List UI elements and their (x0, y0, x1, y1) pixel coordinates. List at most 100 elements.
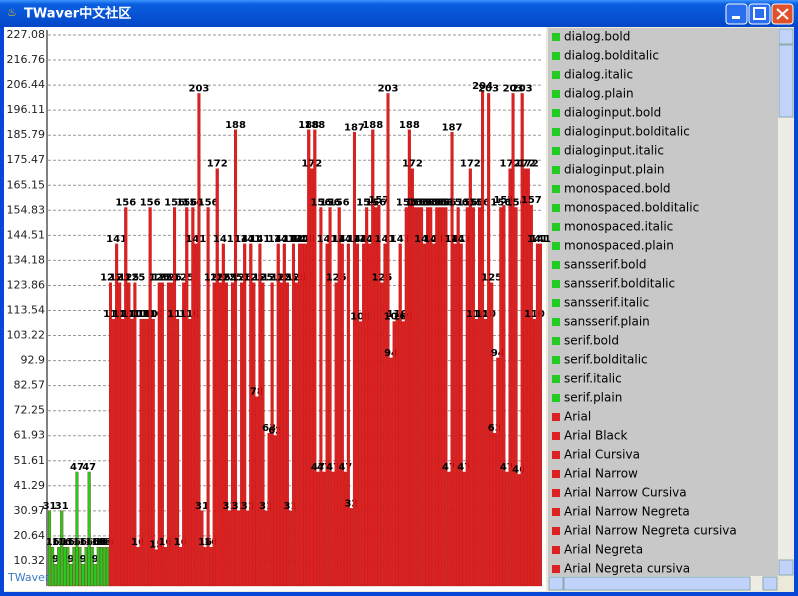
bar (346, 243, 350, 587)
list-swatch (552, 52, 560, 60)
value-label: 188 (399, 120, 420, 131)
bar (511, 93, 515, 587)
value-label: 156 (469, 197, 490, 208)
scroll-h-thumb[interactable] (563, 576, 751, 591)
list-swatch (552, 413, 560, 421)
value-label: 125 (286, 273, 307, 284)
list-item: serif.plain (564, 391, 622, 405)
value-label: 16 (79, 537, 93, 548)
bar (304, 243, 308, 587)
bar (410, 168, 414, 587)
value-label: 125 (152, 273, 173, 284)
bar (423, 243, 427, 587)
list-swatch (552, 261, 560, 269)
bar (63, 547, 67, 587)
value-label: 110 (131, 309, 152, 320)
value-label: 156 (356, 197, 377, 208)
bar (173, 207, 177, 587)
bar (371, 129, 375, 587)
bar (139, 318, 143, 587)
bar (295, 282, 299, 587)
value-label: 125 (216, 273, 237, 284)
list-swatch (552, 185, 560, 193)
bar (319, 207, 323, 587)
scroll-down[interactable] (778, 559, 794, 576)
bar (215, 168, 219, 587)
value-label: 156 (115, 197, 136, 208)
bar (432, 243, 436, 587)
title-bar (0, 0, 798, 27)
list-item: dialoginput.bolditalic (564, 125, 690, 139)
list-swatch (552, 546, 560, 554)
bar (209, 547, 213, 587)
scroll-right[interactable] (762, 576, 778, 591)
value-label: 172 (207, 159, 228, 170)
minimize-button[interactable] (725, 3, 748, 25)
value-label: 94 (384, 348, 398, 359)
bar (310, 168, 314, 587)
bar (523, 168, 527, 587)
bar (166, 282, 170, 587)
bar (374, 207, 378, 587)
y-tick-label: 82.57 (14, 379, 46, 392)
value-label: 156 (182, 197, 203, 208)
value-label: 156 (490, 197, 511, 208)
scroll-thumb[interactable] (778, 44, 794, 118)
bar (206, 207, 210, 587)
list-swatch (552, 223, 560, 231)
value-label: 125 (481, 273, 502, 284)
y-tick-label: 196.11 (7, 103, 46, 116)
value-label: 110 (466, 309, 487, 320)
bar (529, 204, 533, 587)
bar (493, 432, 497, 587)
value-label: 110 (134, 309, 155, 320)
value-label: 141 (451, 234, 472, 245)
list-item: Arial Narrow Cursiva (564, 486, 687, 500)
bar (502, 204, 506, 587)
bar (337, 207, 341, 587)
list-item: Arial Black (564, 429, 627, 443)
value-label: 47 (311, 462, 325, 473)
list-item: Arial Narrow Negreta (564, 505, 690, 519)
y-tick-label: 206.44 (7, 78, 46, 91)
vertical-scrollbar[interactable] (778, 28, 794, 576)
bar (78, 547, 82, 587)
list-item: dialoginput.plain (564, 163, 665, 177)
bar (298, 243, 302, 587)
scroll-up[interactable] (778, 28, 794, 45)
bar (273, 435, 277, 587)
value-label: 187 (344, 122, 365, 133)
bar (154, 549, 158, 587)
list-item: sansserif.bold (564, 258, 646, 272)
bar (288, 510, 292, 587)
value-label: 156 (420, 197, 441, 208)
bar (267, 432, 271, 587)
close-icon (776, 8, 789, 20)
bar (142, 318, 146, 587)
value-label: 16 (91, 537, 105, 548)
value-label: 110 (179, 309, 200, 320)
bar (270, 282, 274, 587)
value-label: 156 (396, 197, 417, 208)
bar (404, 207, 408, 587)
list-swatch (552, 527, 560, 535)
bar (471, 207, 475, 587)
value-label: 125 (109, 273, 130, 284)
list-items: dialog.bold dialog.bolditalic dialog.itali… (552, 30, 737, 576)
value-label: 110 (137, 309, 158, 320)
list-item: sansserif.italic (564, 296, 649, 310)
value-label: 125 (371, 273, 392, 284)
y-tick-label: 134.18 (7, 253, 46, 266)
bar (246, 510, 250, 587)
y-tick-label: 30.97 (14, 504, 46, 517)
list-item: dialog.italic (564, 68, 633, 82)
value-label: 141 (249, 234, 270, 245)
value-label: 110 (524, 309, 545, 320)
value-label: 9 (52, 554, 59, 565)
scroll-left[interactable] (548, 576, 564, 591)
bar (60, 510, 64, 587)
bar (301, 243, 305, 587)
value-label: 125 (124, 273, 145, 284)
value-label: 141 (295, 234, 316, 245)
value-label: 110 (112, 309, 133, 320)
